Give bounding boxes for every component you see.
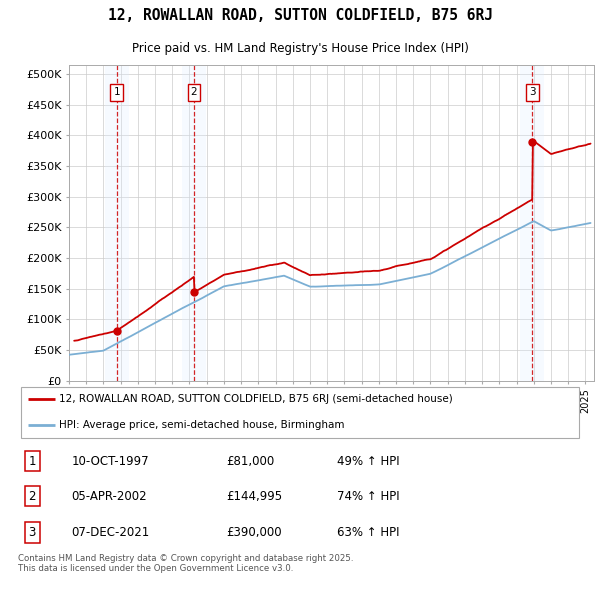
Text: 12, ROWALLAN ROAD, SUTTON COLDFIELD, B75 6RJ: 12, ROWALLAN ROAD, SUTTON COLDFIELD, B75… (107, 8, 493, 24)
Text: Price paid vs. HM Land Registry's House Price Index (HPI): Price paid vs. HM Land Registry's House … (131, 42, 469, 55)
Text: 74% ↑ HPI: 74% ↑ HPI (337, 490, 399, 503)
Bar (105, 65, 129, 381)
Text: 1: 1 (28, 454, 36, 468)
Text: 2: 2 (191, 87, 197, 97)
Text: 1: 1 (113, 87, 120, 97)
Text: 49% ↑ HPI: 49% ↑ HPI (337, 454, 399, 468)
Text: 07-DEC-2021: 07-DEC-2021 (71, 526, 150, 539)
Bar (182, 65, 206, 381)
Bar (520, 65, 544, 381)
Text: 10-OCT-1997: 10-OCT-1997 (71, 454, 149, 468)
Text: £81,000: £81,000 (227, 454, 275, 468)
Text: £144,995: £144,995 (227, 490, 283, 503)
Text: £390,000: £390,000 (227, 526, 283, 539)
Text: 3: 3 (28, 526, 36, 539)
Text: 2: 2 (28, 490, 36, 503)
Text: HPI: Average price, semi-detached house, Birmingham: HPI: Average price, semi-detached house,… (59, 421, 344, 431)
FancyBboxPatch shape (21, 387, 579, 438)
Text: 3: 3 (529, 87, 536, 97)
Text: 63% ↑ HPI: 63% ↑ HPI (337, 526, 399, 539)
Text: 12, ROWALLAN ROAD, SUTTON COLDFIELD, B75 6RJ (semi-detached house): 12, ROWALLAN ROAD, SUTTON COLDFIELD, B75… (59, 394, 453, 404)
Text: 05-APR-2002: 05-APR-2002 (71, 490, 147, 503)
Text: Contains HM Land Registry data © Crown copyright and database right 2025.
This d: Contains HM Land Registry data © Crown c… (18, 554, 353, 573)
